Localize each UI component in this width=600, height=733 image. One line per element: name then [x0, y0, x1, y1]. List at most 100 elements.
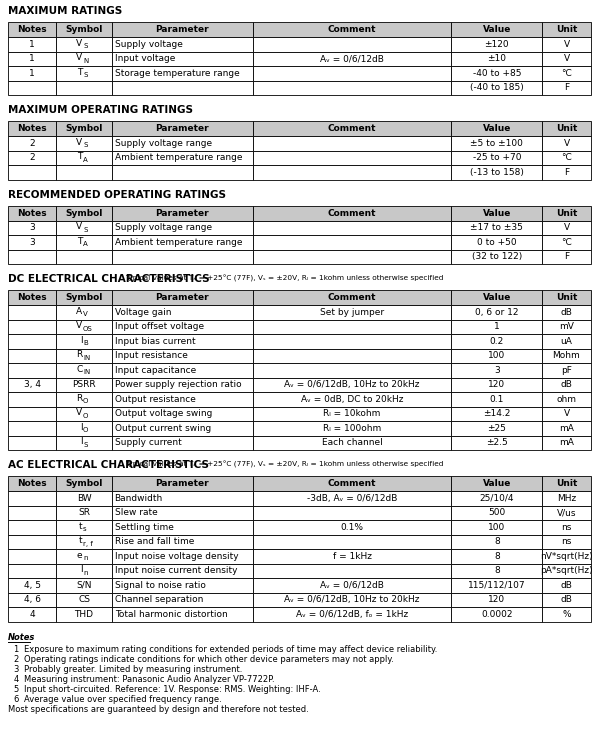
Bar: [56, 534, 112, 549]
Text: mV: mV: [559, 323, 574, 331]
Text: T: T: [77, 237, 83, 246]
Text: B: B: [83, 340, 88, 346]
Text: V: V: [76, 54, 83, 62]
Text: 0.0002: 0.0002: [481, 610, 512, 619]
Bar: [542, 150, 591, 165]
Bar: [451, 592, 542, 607]
Bar: [253, 506, 451, 520]
Text: Input bias current: Input bias current: [115, 336, 195, 346]
Bar: [56, 506, 112, 520]
Text: Aᵥ = 0/6/12dB, 10Hz to 20kHz: Aᵥ = 0/6/12dB, 10Hz to 20kHz: [284, 595, 420, 604]
Text: BW: BW: [77, 494, 91, 503]
Text: V: V: [76, 39, 83, 48]
Bar: [451, 363, 542, 377]
Bar: [253, 578, 451, 592]
Text: Notes: Notes: [17, 124, 47, 133]
Text: IN: IN: [83, 369, 90, 375]
Bar: [451, 290, 542, 305]
Text: S: S: [83, 73, 88, 78]
Text: Unit: Unit: [556, 25, 577, 34]
Bar: [542, 491, 591, 506]
Bar: [253, 363, 451, 377]
Text: 0.1%: 0.1%: [341, 523, 364, 531]
Bar: [8, 491, 56, 506]
Text: Aᵥ = 0/6/12dB: Aᵥ = 0/6/12dB: [320, 54, 384, 63]
Text: s: s: [83, 526, 86, 532]
Bar: [8, 407, 56, 421]
Bar: [8, 506, 56, 520]
Bar: [542, 121, 591, 136]
Text: I: I: [80, 438, 83, 446]
Text: 1: 1: [29, 54, 35, 63]
Bar: [112, 81, 253, 95]
Text: Parameter: Parameter: [155, 124, 209, 133]
Bar: [56, 476, 112, 491]
Text: 3: 3: [29, 224, 35, 232]
Bar: [112, 121, 253, 136]
Bar: [542, 249, 591, 264]
Text: Supply voltage range: Supply voltage range: [115, 224, 212, 232]
Bar: [542, 165, 591, 180]
Text: F: F: [564, 168, 569, 177]
Text: 3, 4: 3, 4: [24, 380, 41, 389]
Text: N: N: [83, 58, 88, 64]
Text: O: O: [83, 398, 88, 405]
Bar: [542, 407, 591, 421]
Text: (32 to 122): (32 to 122): [472, 252, 522, 261]
Text: Aᵥ = 0/6/12dB, 10Hz to 20kHz: Aᵥ = 0/6/12dB, 10Hz to 20kHz: [284, 380, 420, 389]
Bar: [56, 421, 112, 435]
Text: Comment: Comment: [328, 293, 376, 302]
Text: Value: Value: [482, 479, 511, 488]
Text: dB: dB: [560, 595, 572, 604]
Bar: [253, 305, 451, 320]
Text: ±25: ±25: [487, 424, 506, 432]
Text: O: O: [83, 427, 88, 433]
Text: 2: 2: [13, 655, 19, 663]
Text: Settling time: Settling time: [115, 523, 173, 531]
Bar: [56, 607, 112, 622]
Bar: [112, 37, 253, 51]
Text: S: S: [83, 43, 88, 49]
Bar: [56, 564, 112, 578]
Text: MAXIMUM OPERATING RATINGS: MAXIMUM OPERATING RATINGS: [8, 105, 193, 115]
Bar: [451, 392, 542, 407]
Bar: [112, 150, 253, 165]
Bar: [56, 235, 112, 249]
Text: 2: 2: [29, 139, 35, 148]
Text: 1: 1: [494, 323, 500, 331]
Text: Voltage gain: Voltage gain: [115, 308, 171, 317]
Text: 0.2: 0.2: [490, 336, 504, 346]
Bar: [253, 534, 451, 549]
Bar: [253, 549, 451, 564]
Bar: [451, 165, 542, 180]
Bar: [8, 392, 56, 407]
Bar: [451, 22, 542, 37]
Text: Rise and fall time: Rise and fall time: [115, 537, 194, 546]
Text: Total harmonic distortion: Total harmonic distortion: [115, 610, 227, 619]
Bar: [8, 37, 56, 51]
Bar: [56, 549, 112, 564]
Text: MAXIMUM RATINGS: MAXIMUM RATINGS: [8, 6, 122, 16]
Text: ns: ns: [562, 523, 572, 531]
Text: Mohm: Mohm: [553, 351, 580, 360]
Bar: [542, 305, 591, 320]
Bar: [56, 392, 112, 407]
Text: Rₗ = 100ohm: Rₗ = 100ohm: [323, 424, 381, 432]
Text: 100: 100: [488, 523, 505, 531]
Bar: [8, 305, 56, 320]
Bar: [112, 205, 253, 221]
Text: 3: 3: [13, 665, 19, 674]
Text: 120: 120: [488, 595, 505, 604]
Bar: [8, 66, 56, 81]
Text: Power supply rejection ratio: Power supply rejection ratio: [115, 380, 241, 389]
Text: R: R: [76, 394, 83, 402]
Bar: [451, 51, 542, 66]
Text: Input voltage: Input voltage: [115, 54, 175, 63]
Bar: [451, 136, 542, 150]
Bar: [8, 549, 56, 564]
Text: Parameter: Parameter: [155, 293, 209, 302]
Bar: [542, 66, 591, 81]
Text: DC ELECTRICAL CHARACTERISTICS: DC ELECTRICAL CHARACTERISTICS: [8, 274, 209, 284]
Text: Notes: Notes: [8, 633, 35, 643]
Text: Slew rate: Slew rate: [115, 508, 157, 517]
